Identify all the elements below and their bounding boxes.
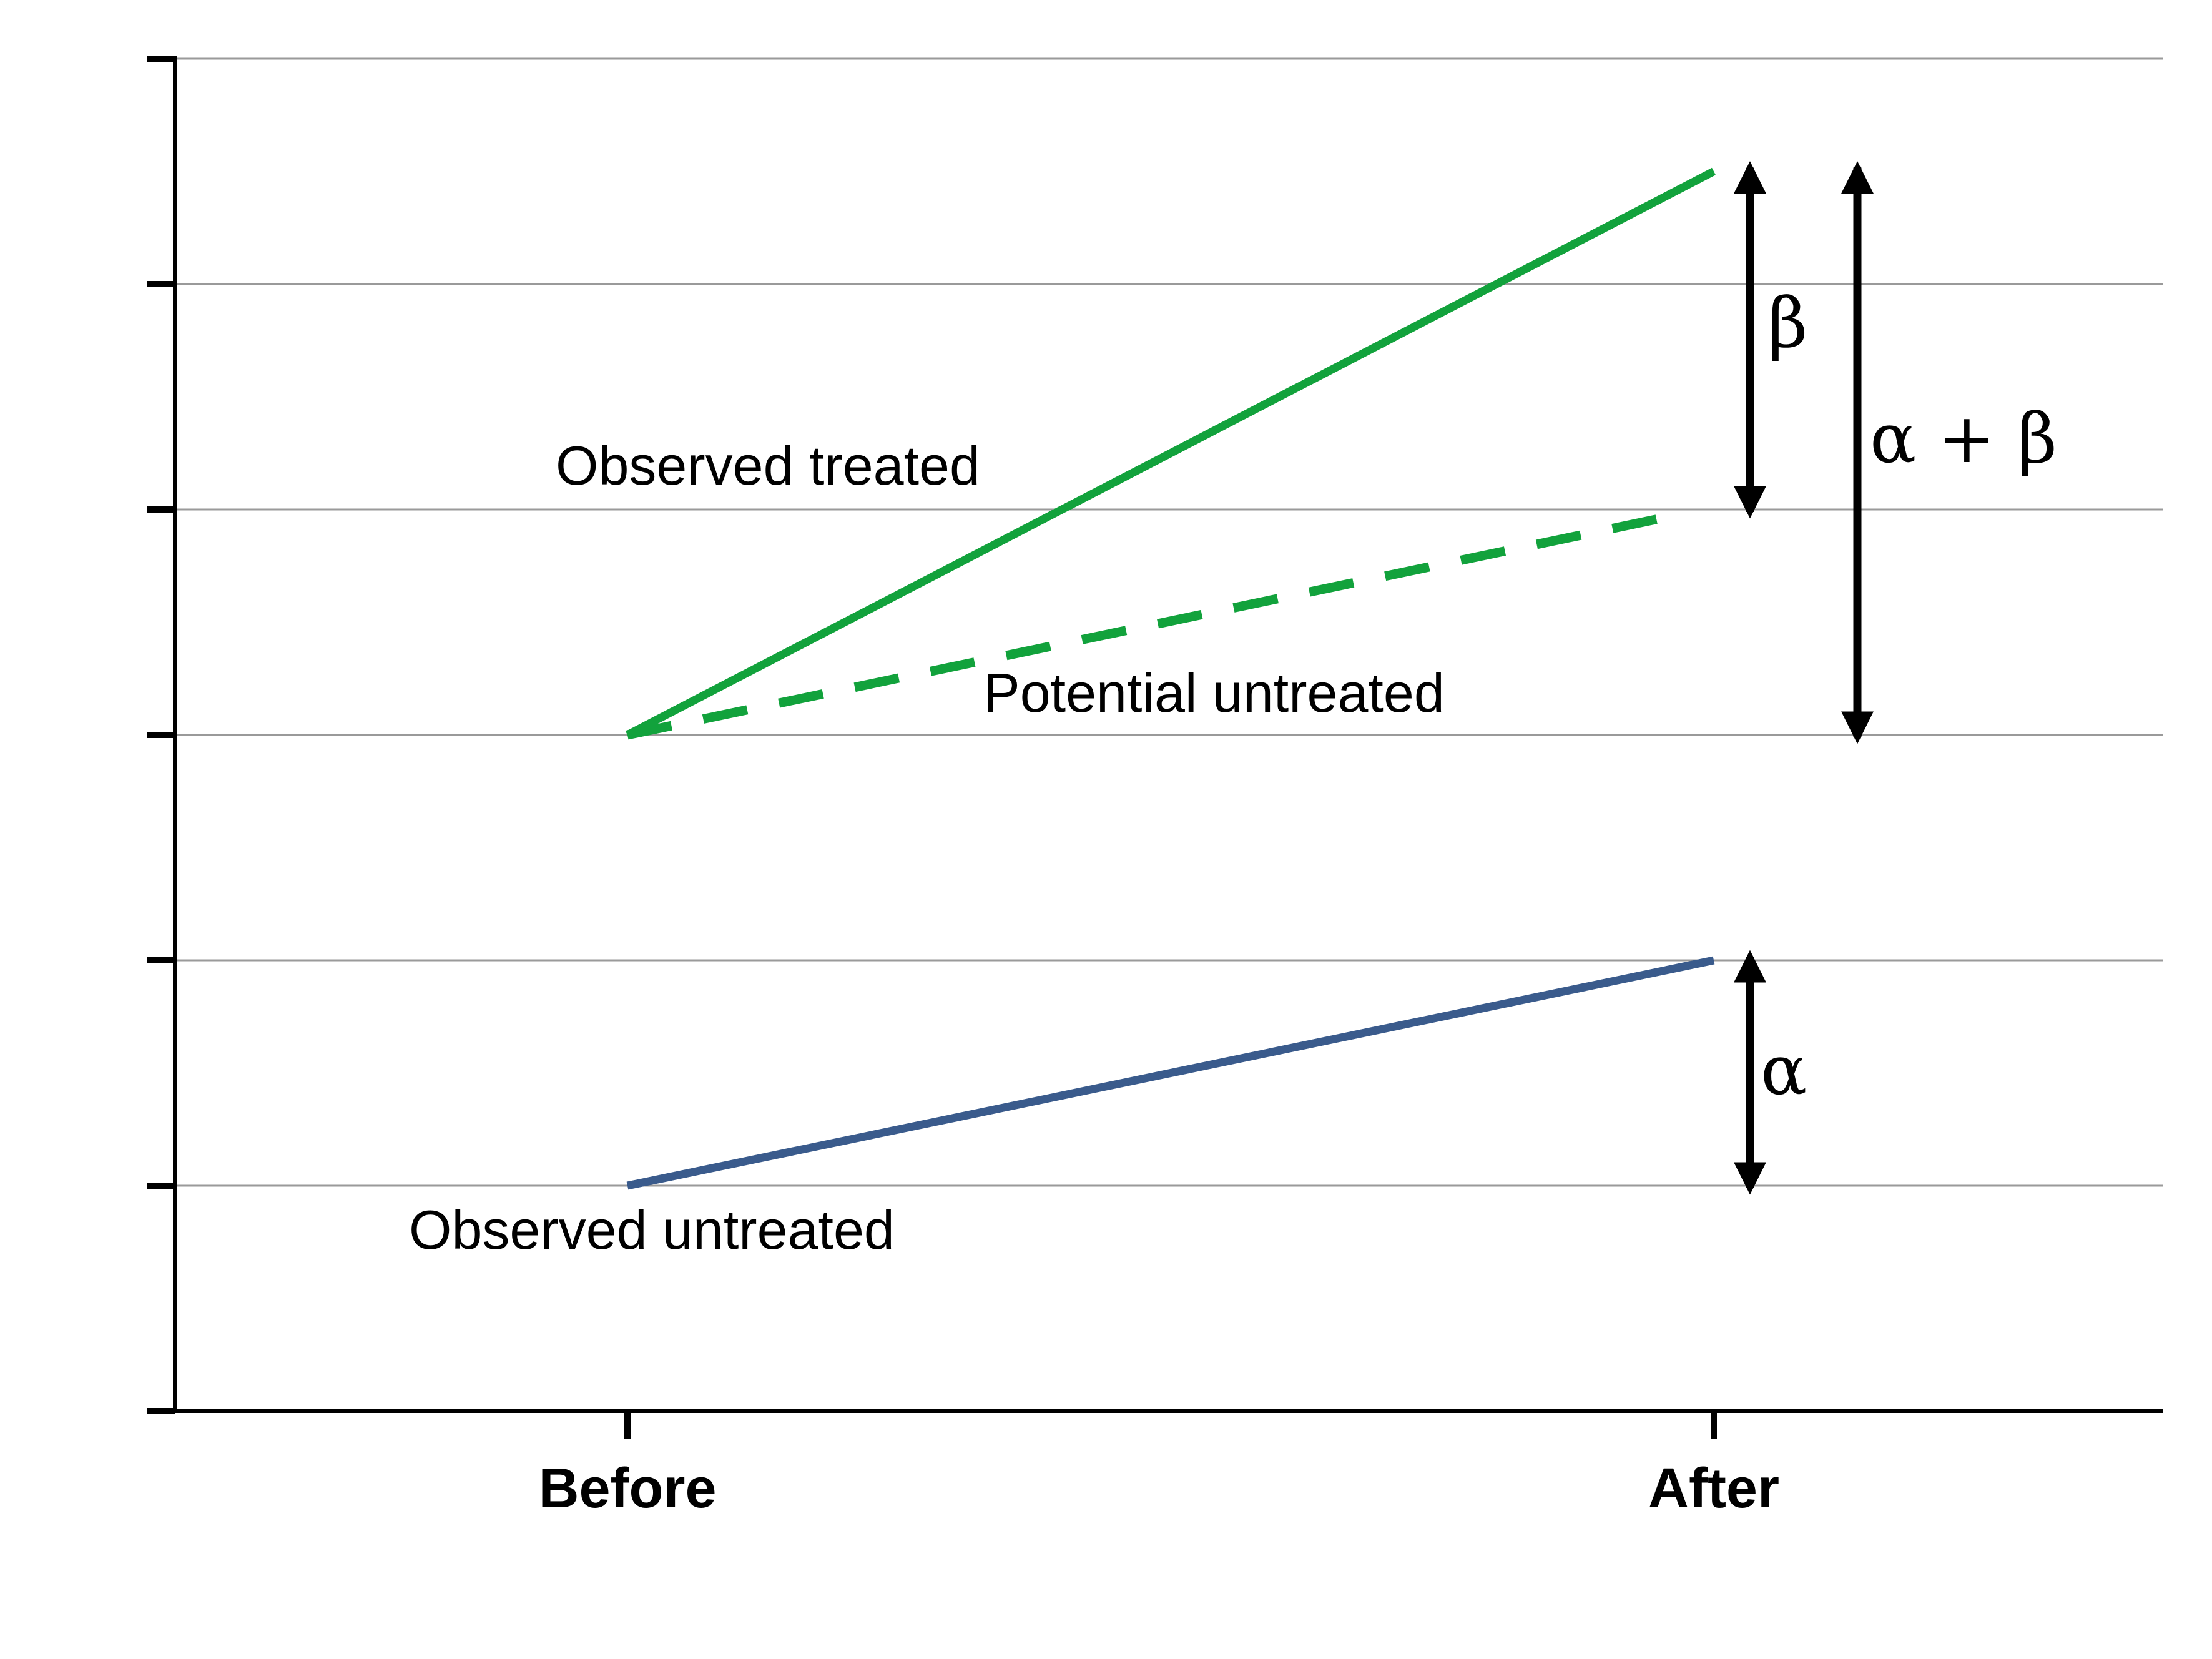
series-line: [626, 510, 1681, 740]
axes: [147, 56, 2163, 1439]
series-lines: [626, 167, 1716, 1190]
annotation-label: α: [1761, 1030, 1807, 1110]
annotation-label: β: [1768, 283, 1808, 363]
annotation-label: α + β: [1870, 398, 2057, 478]
gridlines: [175, 57, 2163, 1187]
series-label: Observed treated: [556, 435, 980, 496]
x-tick-label: Before: [538, 1457, 716, 1520]
annotation-arrows: [1734, 161, 1874, 1195]
series-line: [626, 956, 1715, 1190]
series-line: [626, 167, 1716, 739]
series-label: Observed untreated: [409, 1199, 895, 1261]
x-tick-label: After: [1648, 1457, 1779, 1520]
series-label: Potential untreated: [983, 662, 1445, 724]
text-labels: Before After Observed treated Potential unt…: [409, 283, 2057, 1520]
